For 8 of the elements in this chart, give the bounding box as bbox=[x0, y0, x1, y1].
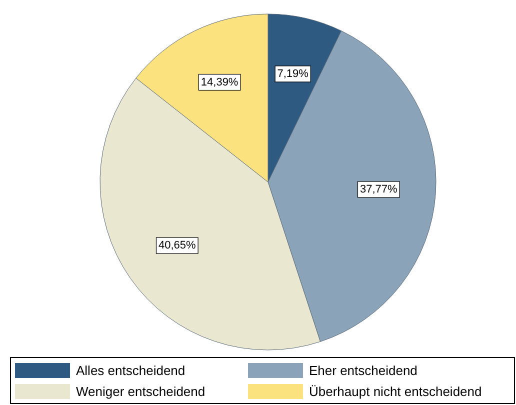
legend-label: Weniger entscheidend bbox=[76, 384, 206, 398]
data-label: 40,65% bbox=[158, 240, 196, 252]
data-label: 37,77% bbox=[360, 183, 398, 196]
legend-label: Überhaupt nicht entscheidend bbox=[309, 384, 482, 398]
data-label: 7,19% bbox=[277, 68, 309, 80]
legend-label: Eher entscheidend bbox=[309, 362, 418, 378]
data-label: 14,39% bbox=[200, 76, 238, 88]
legend-label: Alles entscheidend bbox=[76, 362, 186, 378]
